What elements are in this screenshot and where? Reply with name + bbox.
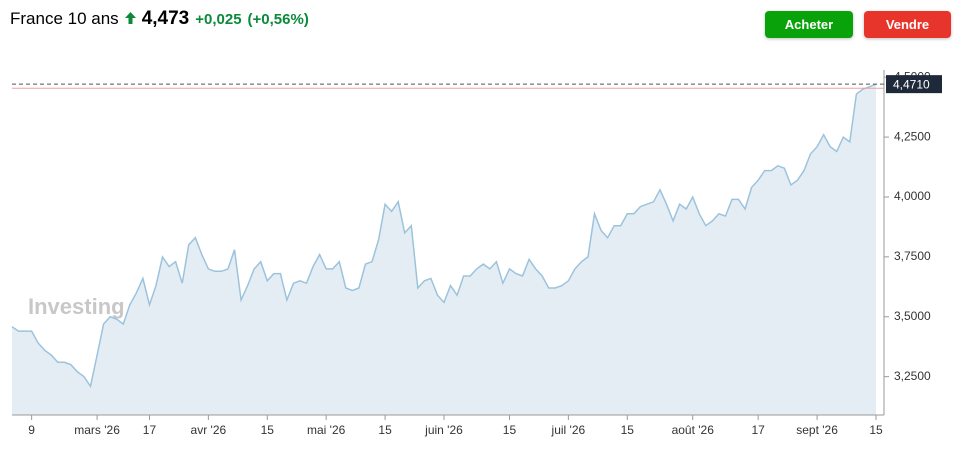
y-tick-label: 3,7500: [894, 249, 931, 263]
area: [12, 84, 876, 415]
x-tick-label: juin '26: [424, 423, 463, 437]
sell-button[interactable]: Vendre: [864, 11, 951, 38]
x-tick-label: 17: [752, 423, 766, 437]
x-tick-label: 15: [261, 423, 275, 437]
change-percent: (+0,56%): [247, 11, 309, 28]
x-tick-label: août '26: [672, 423, 715, 437]
x-tick-label: juil '26: [551, 423, 586, 437]
price: 4,473: [141, 8, 190, 29]
x-tick-label: 15: [621, 423, 635, 437]
y-tick-label: 3,2500: [894, 369, 931, 383]
up-arrow: [124, 12, 136, 24]
line: [11, 83, 877, 389]
watermark: Investing: [28, 294, 125, 319]
y-tick-label: 4,0000: [894, 189, 931, 203]
x-tick-label: 15: [503, 423, 517, 437]
buy-button[interactable]: Acheter: [765, 11, 853, 38]
last-price-label: 4,4710: [893, 77, 930, 91]
last-price-box: [886, 75, 942, 94]
instrument-title: France 10 ans: [10, 9, 119, 28]
x-tick-label: 9: [28, 423, 35, 437]
x-tick-label: 17: [143, 423, 157, 437]
x-tick-label: sept '26: [796, 423, 838, 437]
x-tick-label: mai '26: [307, 423, 346, 437]
change: +0,025: [195, 11, 242, 28]
y-tick-label: 3,5000: [894, 309, 931, 323]
x-tick-label: mars '26: [74, 423, 120, 437]
header: France 10 ans 4,473 +0,025 (+0,56%): [10, 8, 309, 30]
x-tick-label: avr '26: [191, 423, 227, 437]
y-tick-label: 4,2500: [894, 129, 931, 143]
x-tick-label: 15: [869, 423, 883, 437]
x-tick-label: 15: [378, 423, 392, 437]
